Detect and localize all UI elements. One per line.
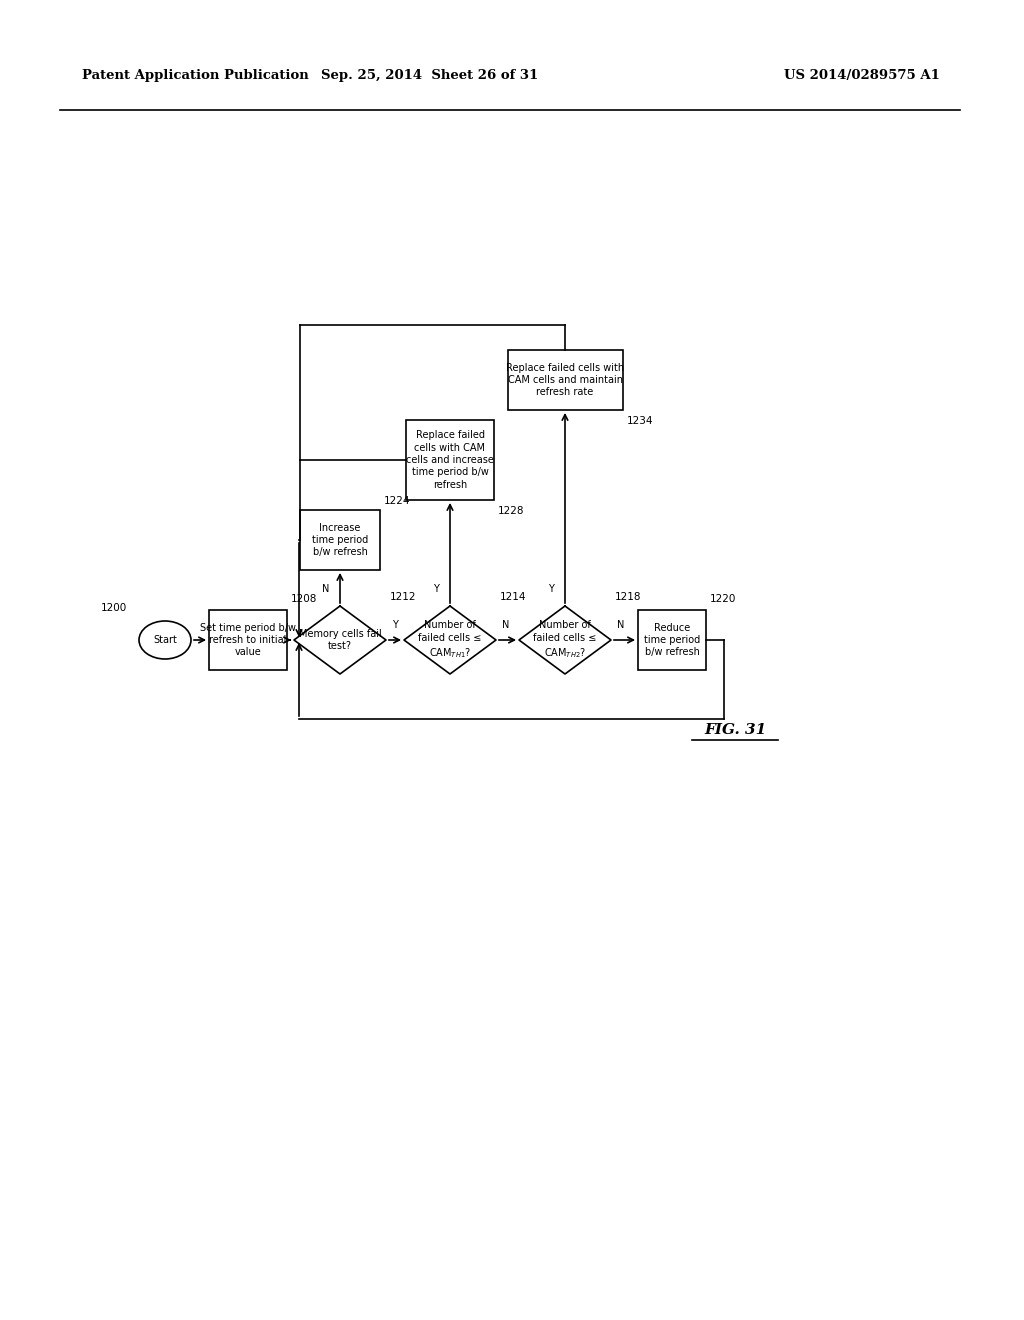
Text: 1234: 1234 [627, 416, 653, 426]
Polygon shape [294, 606, 386, 675]
Text: N: N [502, 620, 509, 630]
Text: 1220: 1220 [710, 594, 736, 605]
Text: 1200: 1200 [100, 603, 127, 612]
Text: US 2014/0289575 A1: US 2014/0289575 A1 [784, 69, 940, 82]
Text: Start: Start [153, 635, 177, 645]
Bar [209, 610, 287, 671]
Text: 1224: 1224 [384, 496, 411, 506]
Text: 1208: 1208 [291, 594, 317, 605]
Text: Y: Y [548, 583, 554, 594]
Text: N: N [617, 620, 625, 630]
Polygon shape [404, 606, 496, 675]
Text: Number of
failed cells ≤
CAM$_{TH1}$?: Number of failed cells ≤ CAM$_{TH1}$? [419, 620, 481, 660]
Text: FIG. 31: FIG. 31 [703, 723, 766, 737]
Bar [508, 350, 623, 411]
Text: Patent Application Publication: Patent Application Publication [82, 69, 309, 82]
Text: N: N [323, 583, 330, 594]
Bar [406, 420, 494, 500]
Bar [638, 610, 706, 671]
Text: Reduce
time period
b/w refresh: Reduce time period b/w refresh [644, 623, 700, 657]
Polygon shape [519, 606, 611, 675]
Text: 1228: 1228 [498, 506, 524, 516]
Text: 1218: 1218 [615, 591, 641, 602]
Text: Replace failed cells with
CAM cells and maintain
refresh rate: Replace failed cells with CAM cells and … [506, 363, 624, 397]
Text: Memory cells fail
test?: Memory cells fail test? [299, 628, 381, 651]
Text: Set time period b/w
refresh to initial
value: Set time period b/w refresh to initial v… [200, 623, 296, 657]
Text: Replace failed
cells with CAM
cells and increase
time period b/w
refresh: Replace failed cells with CAM cells and … [407, 430, 494, 490]
Text: Sep. 25, 2014  Sheet 26 of 31: Sep. 25, 2014 Sheet 26 of 31 [322, 69, 539, 82]
Text: Number of
failed cells ≤
CAM$_{TH2}$?: Number of failed cells ≤ CAM$_{TH2}$? [534, 620, 597, 660]
Text: Increase
time period
b/w refresh: Increase time period b/w refresh [312, 523, 368, 557]
Text: 1212: 1212 [390, 591, 417, 602]
Bar [300, 510, 380, 570]
Text: Y: Y [433, 583, 439, 594]
Text: 1214: 1214 [500, 591, 526, 602]
Ellipse shape [139, 620, 191, 659]
Text: Y: Y [392, 620, 398, 630]
